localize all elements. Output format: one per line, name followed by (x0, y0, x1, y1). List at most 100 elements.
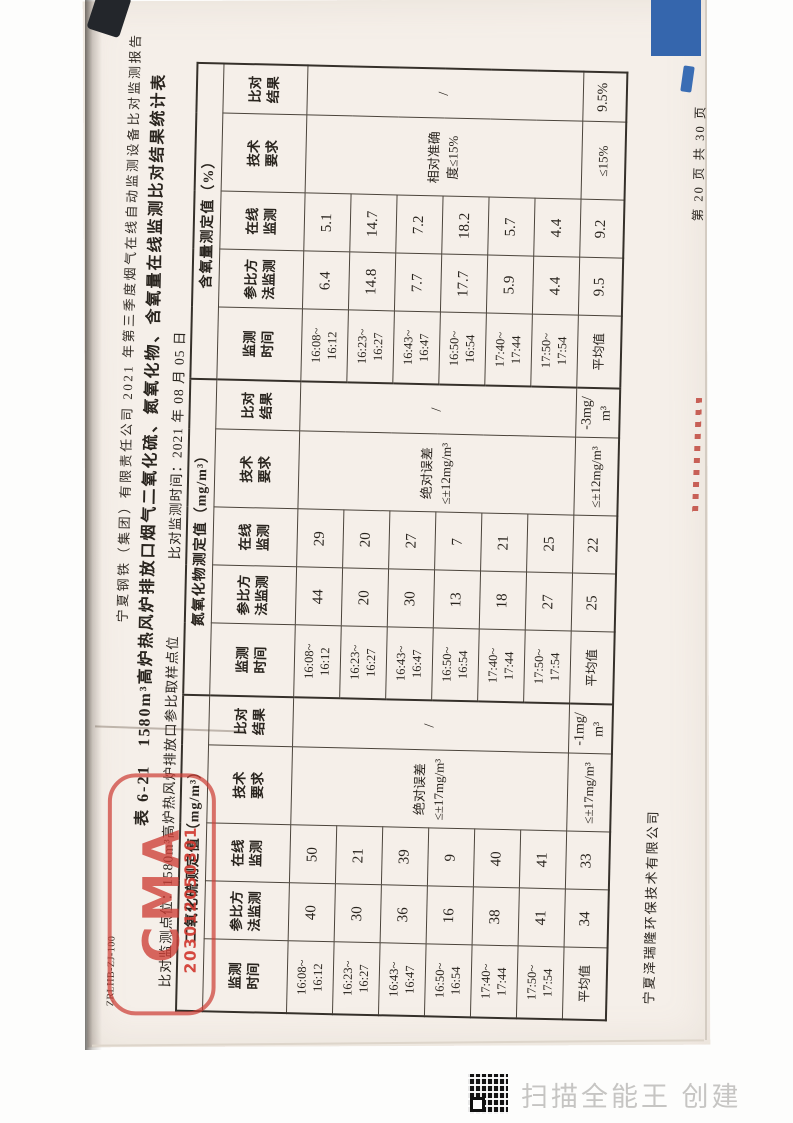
cems-cell: 5.1 (303, 193, 351, 253)
avg-label-cell: 平均值 (576, 315, 622, 389)
cems-avg-cell: 33 (564, 831, 611, 891)
monitor-time-label: 比对监测时间：2021 年 08 月 05 日 (167, 330, 188, 560)
time-cell: 17:40~ 17:44 (469, 945, 518, 1019)
tech-avg-cell: ≤±17mg/m³ (566, 753, 612, 833)
ref-cell: 13 (432, 570, 481, 630)
cems-cell: 40 (472, 829, 521, 889)
time-cell: 16:43~ 16:47 (385, 627, 433, 701)
time-cell: 16:23~ 16:27 (339, 626, 387, 700)
ref-cell: 14.8 (347, 252, 396, 312)
tech-cell: 绝对误差 ≤±12mg/m³ (297, 431, 576, 516)
ref-cell: 17.7 (439, 254, 488, 314)
time-cell: 16:50~ 16:54 (438, 312, 486, 386)
time-cell: 16:08~ 16:12 (285, 941, 334, 1015)
subheader-result: 比对 结果 (208, 695, 294, 748)
cems-cell: 5.7 (487, 197, 535, 257)
ref-avg-cell: 9.5 (577, 257, 624, 317)
ref-cell: 7.7 (393, 253, 442, 313)
camscanner-watermark: 扫描全能王 创建 (468, 1074, 742, 1114)
ref-cell: 16 (425, 886, 473, 946)
time-cell: 16:23~ 16:27 (331, 942, 380, 1016)
ref-cell: 40 (287, 883, 335, 943)
ref-cell: 41 (517, 888, 565, 948)
subheader-tech: 技术 要求 (213, 429, 300, 510)
time-cell: 16:08~ 16:12 (300, 309, 348, 383)
subheader-time: 监测 时间 (216, 307, 302, 382)
ref-cell: 30 (333, 884, 381, 944)
subheader-cems: 在线 监测 (212, 507, 298, 568)
cma-stamp: CMA 203012050301 (106, 765, 226, 1016)
time-cell: 17:50~ 17:54 (523, 630, 571, 704)
tech-avg-cell: ≤±12mg/m³ (573, 437, 620, 517)
subheader-tech: 技术 要求 (220, 113, 307, 194)
tech-cell: 相对准确 度≤15% (304, 115, 583, 200)
avg-label-cell: 平均值 (569, 631, 615, 705)
scan-artifact-blue (651, 0, 701, 56)
footer-company: 宁夏泽瑞隆环保技术有限公司 (641, 809, 661, 1005)
ref-cell: 38 (471, 887, 519, 947)
scan-gutter-shadow (85, 0, 102, 1050)
cems-avg-cell: 22 (572, 515, 618, 575)
time-cell: 17:50~ 17:54 (530, 314, 578, 388)
cems-cell: 7 (434, 512, 482, 572)
time-cell: 17:40~ 17:44 (477, 629, 525, 703)
cems-cell: 41 (518, 830, 567, 890)
ref-avg-cell: 34 (563, 889, 609, 949)
result-avg-cell: 9.5% (582, 71, 628, 123)
cems-cell: 21 (480, 513, 528, 573)
cems-cell: 20 (342, 510, 390, 570)
cems-cell: 14.7 (349, 194, 397, 254)
ref-avg-cell: 25 (570, 573, 617, 633)
page-number: 第 20 页 共 30 页 (691, 104, 708, 222)
watermark-text: 扫描全能王 创建 (521, 1081, 742, 1112)
time-cell: 16:50~ 16:54 (423, 944, 472, 1018)
time-cell: 16:08~ 16:12 (293, 625, 341, 699)
cems-cell: 25 (526, 514, 574, 574)
subheader-time: 监测 时间 (209, 623, 295, 698)
ref-cell: 5.9 (485, 255, 534, 315)
cems-cell: 18.2 (441, 196, 489, 256)
result-avg-cell: -1mg/ m³ (567, 703, 614, 755)
ref-cell: 20 (340, 568, 389, 628)
cems-cell: 27 (388, 511, 436, 571)
ref-cell: 4.4 (531, 256, 580, 316)
ref-cell: 36 (379, 885, 427, 945)
subheader-ref: 参比方 法监测 (210, 565, 297, 626)
tech-cell: 绝对误差 ≤±17mg/m³ (290, 747, 568, 832)
result-cell: / (292, 697, 570, 754)
result-cell: / (306, 65, 584, 122)
comparison-table: 二氧化硫测定值（mg/m³） 氮氧化物测定值（mg/m³） 含氧量测定值（%） … (174, 61, 629, 1022)
subheader-cems: 在线 监测 (219, 191, 305, 252)
ref-cell: 18 (478, 571, 527, 631)
cems-avg-cell: 9.2 (579, 199, 625, 259)
avg-label-cell: 平均值 (561, 947, 608, 1021)
result-avg-cell: -3mg/ m³ (575, 387, 621, 439)
subheader-ref: 参比方 法监测 (217, 249, 304, 310)
time-cell: 17:50~ 17:54 (515, 946, 564, 1020)
paper-right-edge (705, 0, 707, 1040)
rotated-page-content: ZRLHB-ZJ-100 宁夏钢铁（集团）有限责任公司 2021 年第三季度烟气… (103, 10, 722, 1023)
time-cell: 16:23~ 16:27 (346, 310, 394, 384)
stamp-number: 203012050301 (181, 825, 200, 974)
time-cell: 16:43~ 16:47 (377, 943, 426, 1017)
cems-cell: 39 (380, 827, 429, 887)
subheader-result: 比对 结果 (222, 63, 308, 116)
cems-cell: 50 (288, 825, 337, 885)
cems-cell: 21 (334, 826, 383, 886)
qr-code-icon (468, 1074, 508, 1114)
time-cell: 17:40~ 17:44 (484, 313, 532, 387)
tech-avg-cell: ≤15% (580, 121, 627, 201)
time-cell: 16:50~ 16:54 (431, 628, 479, 702)
ref-cell: 44 (294, 567, 343, 627)
cems-cell: 7.2 (395, 195, 443, 255)
ref-cell: 27 (524, 572, 573, 632)
time-cell: 16:43~ 16:47 (392, 311, 440, 385)
ref-cell: 30 (386, 569, 435, 629)
cems-cell: 9 (426, 828, 475, 888)
cems-cell: 29 (296, 509, 344, 569)
subheader-result: 比对 结果 (215, 379, 301, 432)
ref-cell: 6.4 (301, 251, 350, 311)
cems-cell: 4.4 (533, 198, 581, 258)
result-cell: / (299, 381, 577, 438)
